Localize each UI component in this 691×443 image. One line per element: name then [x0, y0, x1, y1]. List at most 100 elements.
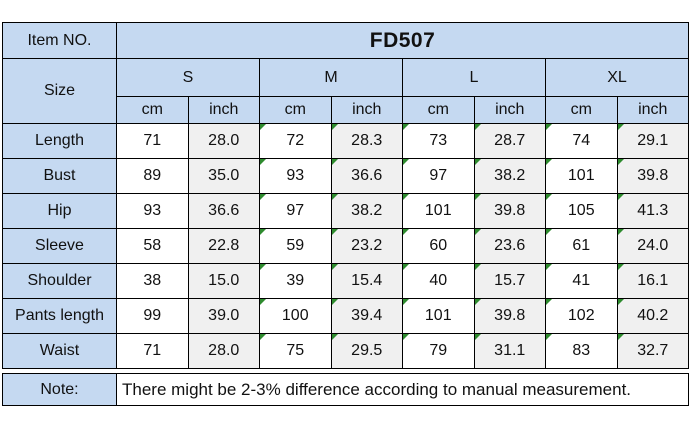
value-text: 36.6 — [208, 202, 240, 219]
unit-header-inch: inch — [473, 96, 546, 124]
size-header-l: L — [402, 58, 546, 97]
comment-marker-icon — [474, 229, 481, 235]
value-cell: 101 — [402, 193, 475, 229]
comment-marker-icon — [617, 194, 624, 200]
value-cell: 93 — [116, 193, 189, 229]
comment-marker-icon — [617, 229, 624, 235]
size-chart-table: Item NO. FD507 Size S M L XL cm inch cm inch cm… — [2, 22, 690, 369]
comment-marker-icon — [403, 334, 409, 340]
value-text: 16.1 — [637, 272, 669, 289]
value-cell: 101 — [402, 298, 475, 334]
comment-marker-icon — [331, 334, 338, 340]
value-text: 72 — [286, 132, 305, 149]
comment-marker-icon — [331, 299, 338, 305]
value-text: 39.8 — [637, 167, 669, 184]
value-cell: 29.1 — [616, 123, 690, 159]
comment-marker-icon — [546, 194, 552, 200]
unit-header-cm: cm — [116, 96, 189, 124]
value-text: 74 — [572, 132, 591, 149]
size-group-row: Size S M L XL — [2, 58, 690, 124]
value-text: 71 — [143, 132, 162, 149]
value-cell: 15.7 — [473, 263, 546, 299]
value-text: 36.6 — [351, 167, 383, 184]
value-cell: 35.0 — [187, 158, 260, 194]
value-cell: 38.2 — [330, 193, 403, 229]
comment-marker-icon — [617, 124, 624, 130]
table-row: Hip 93 36.6 97 38.2 101 39.8 105 41.3 — [2, 193, 690, 229]
comment-marker-icon — [617, 159, 624, 165]
comment-marker-icon — [474, 299, 481, 305]
value-text: 24.0 — [637, 237, 669, 254]
value-text: 101 — [424, 202, 452, 219]
row-label-pants-length: Pants length — [2, 298, 117, 334]
value-cell: 102 — [545, 298, 618, 334]
value-text: 15.0 — [208, 272, 240, 289]
value-cell: 61 — [545, 228, 618, 264]
size-header-xl: XL — [544, 58, 690, 97]
value-text: 32.7 — [637, 342, 669, 359]
comment-marker-icon — [331, 124, 338, 130]
value-cell: 39 — [259, 263, 332, 299]
value-cell: 39.8 — [473, 193, 546, 229]
comment-marker-icon — [546, 264, 552, 270]
comment-marker-icon — [331, 159, 338, 165]
unit-row: cm inch cm inch cm inch cm inch — [3, 96, 690, 124]
comment-marker-icon — [617, 299, 624, 305]
comment-marker-icon — [331, 229, 338, 235]
value-text: 41 — [572, 272, 591, 289]
value-cell: 15.4 — [330, 263, 403, 299]
comment-marker-icon — [546, 159, 552, 165]
value-cell: 36.6 — [330, 158, 403, 194]
value-cell: 83 — [545, 333, 618, 369]
comment-marker-icon — [474, 334, 481, 340]
value-text: 79 — [429, 342, 448, 359]
table-row: Shoulder 38 15.0 39 15.4 40 15.7 41 16.1 — [2, 263, 690, 299]
value-cell: 75 — [259, 333, 332, 369]
row-label-hip: Hip — [2, 193, 117, 229]
value-text: 40 — [429, 272, 448, 289]
value-cell: 39.8 — [473, 298, 546, 334]
value-cell: 28.3 — [330, 123, 403, 159]
size-chart-page: Item NO. FD507 Size S M L XL cm inch cm inch cm… — [2, 22, 690, 406]
value-text: 23.2 — [351, 237, 383, 254]
table-row: Waist 71 28.0 75 29.5 79 31.1 83 32.7 — [2, 333, 690, 369]
value-cell: 39.8 — [616, 158, 690, 194]
value-text: 61 — [572, 237, 591, 254]
value-text: 99 — [143, 307, 162, 324]
value-cell: 79 — [402, 333, 475, 369]
value-text: 93 — [143, 202, 162, 219]
note-text: There might be 2-3% difference according… — [116, 373, 689, 406]
row-label-bust: Bust — [2, 158, 117, 194]
comment-marker-icon — [260, 334, 266, 340]
value-text: 71 — [143, 342, 162, 359]
value-text: 38 — [143, 272, 162, 289]
value-cell: 71 — [116, 123, 189, 159]
value-text: 15.7 — [494, 272, 526, 289]
value-text: 41.3 — [637, 202, 669, 219]
row-label-length: Length — [2, 123, 117, 159]
comment-marker-icon — [260, 194, 266, 200]
value-cell: 100 — [259, 298, 332, 334]
value-text: 39.0 — [208, 307, 240, 324]
comment-marker-icon — [403, 124, 409, 130]
value-cell: 16.1 — [616, 263, 690, 299]
value-cell: 38.2 — [473, 158, 546, 194]
value-text: 29.1 — [637, 132, 669, 149]
comment-marker-icon — [403, 264, 409, 270]
value-text: 15.4 — [351, 272, 383, 289]
row-label-waist: Waist — [2, 333, 117, 369]
value-text: 38.2 — [351, 202, 383, 219]
comment-marker-icon — [474, 194, 481, 200]
comment-marker-icon — [403, 229, 409, 235]
size-header-s: S — [116, 58, 260, 97]
comment-marker-icon — [474, 264, 481, 270]
value-cell: 39.4 — [330, 298, 403, 334]
value-text: 28.3 — [351, 132, 383, 149]
table-row: Length 71 28.0 72 28.3 73 28.7 74 29.1 — [2, 123, 690, 159]
size-label: Size — [2, 58, 117, 124]
value-cell: 41.3 — [616, 193, 690, 229]
value-cell: 23.2 — [330, 228, 403, 264]
unit-header-inch: inch — [187, 96, 260, 124]
unit-header-cm: cm — [402, 96, 475, 124]
comment-marker-icon — [617, 264, 624, 270]
